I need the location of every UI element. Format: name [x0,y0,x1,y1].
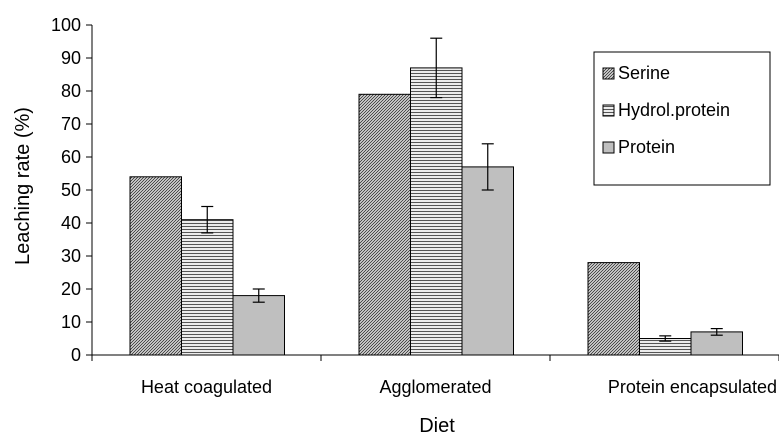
y-tick-label: 0 [71,345,81,365]
y-axis-title: Leaching rate (%) [12,107,34,265]
x-tick-label: Agglomerated [379,377,491,397]
legend-swatch [602,67,615,80]
legend: Serine Hydrol.protein Protein [593,51,771,186]
legend-box [593,51,771,186]
bar-protein [232,295,285,356]
legend-swatch [602,141,615,154]
x-tick-label: Heat coagulated [141,377,272,397]
y-tick-label: 100 [51,15,81,35]
axes [91,25,779,361]
bar-hydrol-protein [410,67,463,356]
legend-label: Protein [618,137,675,157]
bar-serine [358,93,411,356]
y-tick-label: 30 [61,246,81,266]
y-tick-label: 80 [61,81,81,101]
y-tick-label: 90 [61,48,81,68]
bar-protein [461,166,514,356]
x-axis-title: Diet [419,415,455,437]
y-tick-label: 20 [61,279,81,299]
x-axis-labels: Heat coagulated Agglomerated Protein encap… [141,377,777,397]
bar-serine [587,262,640,356]
x-tick-label: Protein encapsulated [608,377,777,397]
legend-label: Serine [618,63,670,83]
y-axis-ticks: 0 10 20 30 40 50 60 70 80 90 100 [51,15,92,365]
y-tick-label: 10 [61,312,81,332]
y-tick-label: 60 [61,147,81,167]
bar-hydrol-protein [181,219,234,356]
y-tick-label: 70 [61,114,81,134]
legend-swatch [602,104,615,117]
y-tick-label: 50 [61,180,81,200]
error-bars-group [201,37,723,342]
y-tick-label: 40 [61,213,81,233]
bar-serine [129,176,182,356]
bars-group [129,67,743,356]
legend-label: Hydrol.protein [618,100,730,120]
